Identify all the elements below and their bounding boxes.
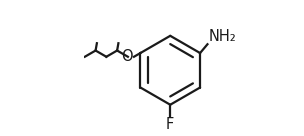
Text: NH₂: NH₂: [208, 29, 236, 44]
Text: F: F: [166, 117, 174, 132]
Text: O: O: [121, 49, 132, 64]
